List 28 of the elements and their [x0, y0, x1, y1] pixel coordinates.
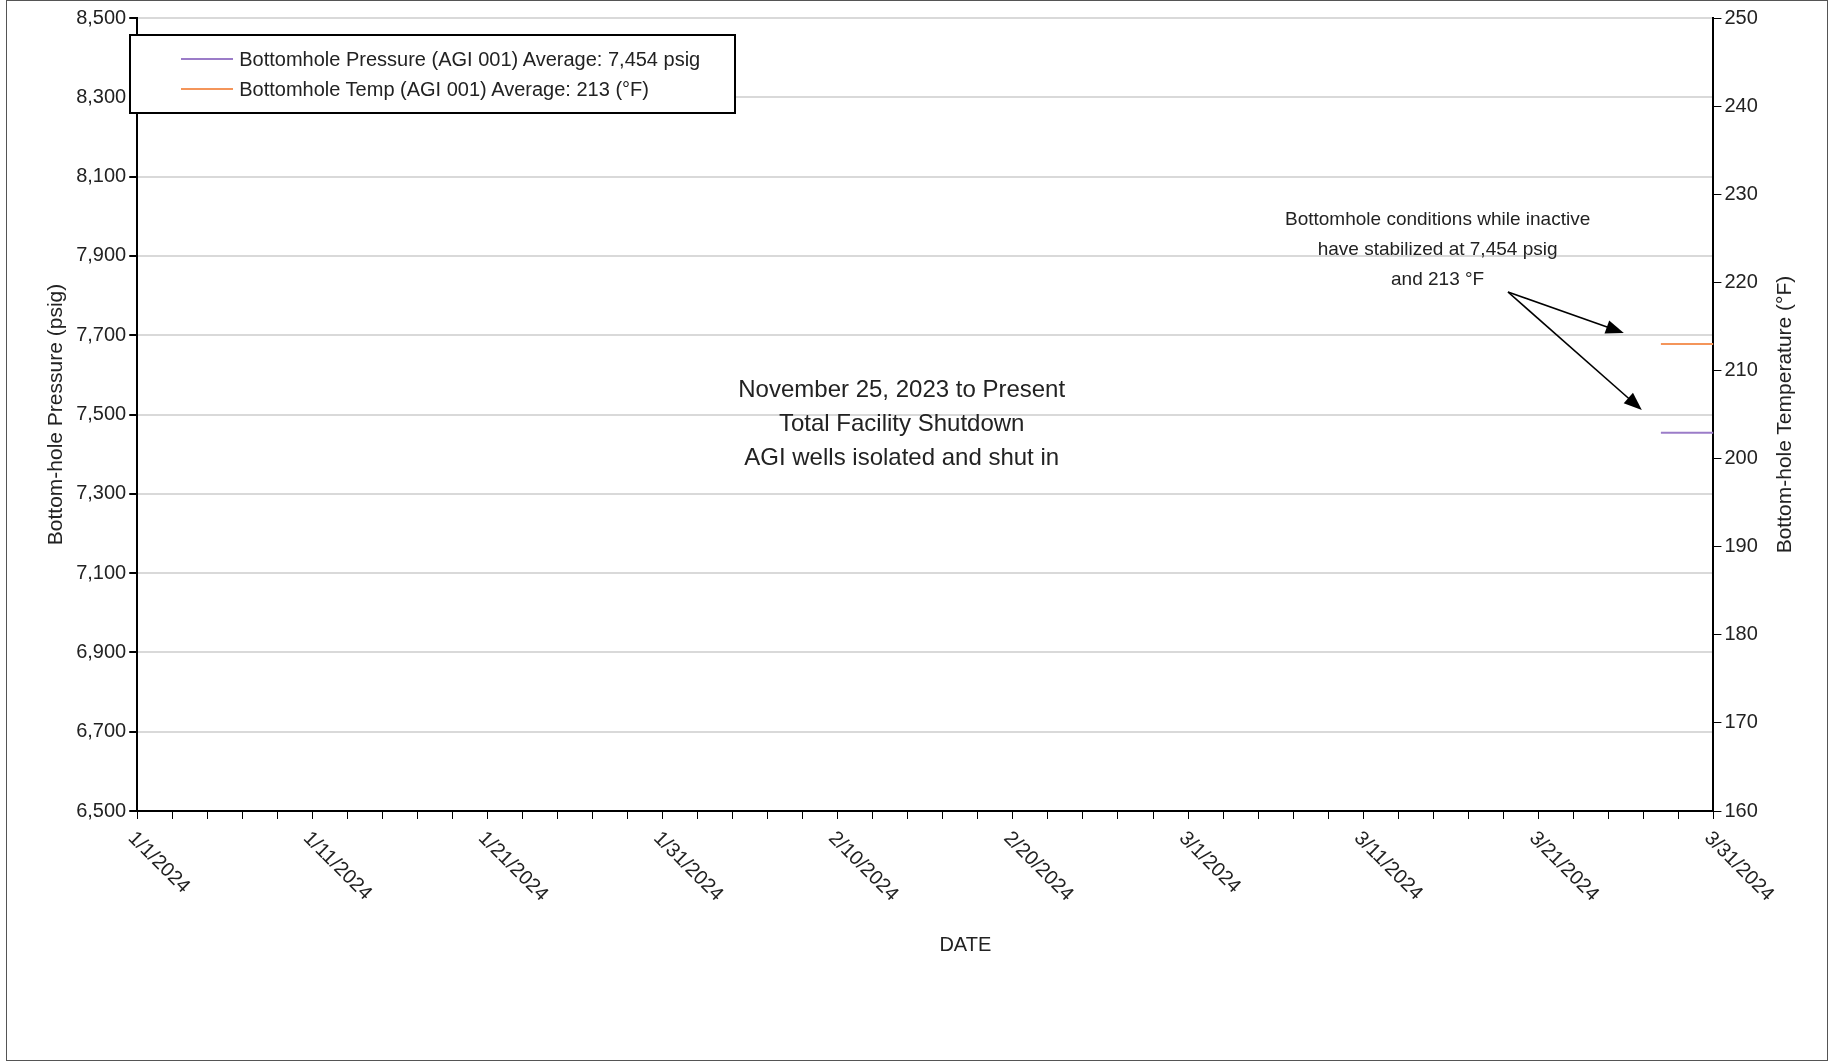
y2-tick-label: 210: [1724, 357, 1758, 380]
y-tick-label: 8,500: [76, 5, 127, 28]
annotation: Bottomhole conditions while inactive have stabilized at 7,454 psig and 213 °F: [1284, 208, 1591, 290]
y-tick-label: 8,100: [76, 164, 127, 187]
y2-tick-label: 220: [1724, 269, 1758, 292]
legend-label: Bottomhole Pressure (AGI 001) Average: 7,454 psig: [239, 47, 701, 71]
y2-tick-label: 170: [1724, 710, 1758, 733]
y-tick-label: 8,300: [76, 84, 127, 107]
y2-axis-title: Bottom-hole Temperature (°F): [1772, 275, 1796, 554]
y-tick-label: 7,500: [76, 402, 127, 425]
y2-tick-label: 230: [1724, 181, 1758, 204]
y2-tick-label: 240: [1724, 93, 1758, 116]
y-tick-label: 6,900: [76, 639, 127, 662]
y2-tick-label: 180: [1724, 622, 1758, 645]
legend-label: Bottomhole Temp (AGI 001) Average: 213 (°F): [239, 77, 649, 101]
y2-tick-label: 200: [1724, 446, 1758, 469]
y2-tick-label: 160: [1724, 798, 1758, 821]
y-tick-label: 6,500: [76, 798, 127, 821]
annotation: November 25, 2023 to Present Total Facility Shutdown AGI wells isolated and shut in: [738, 374, 1066, 470]
y-tick-label: 7,300: [76, 481, 127, 504]
y2-tick-label: 190: [1724, 534, 1758, 557]
y-tick-label: 7,900: [76, 243, 127, 266]
y-axis-title: Bottom-hole Pressure (psig): [43, 283, 67, 546]
y-tick-label: 7,100: [76, 560, 127, 583]
x-axis-title: DATE: [939, 932, 992, 955]
y-tick-label: 6,700: [76, 719, 127, 742]
y2-tick-label: 250: [1724, 5, 1758, 28]
y-tick-label: 7,700: [76, 322, 127, 345]
